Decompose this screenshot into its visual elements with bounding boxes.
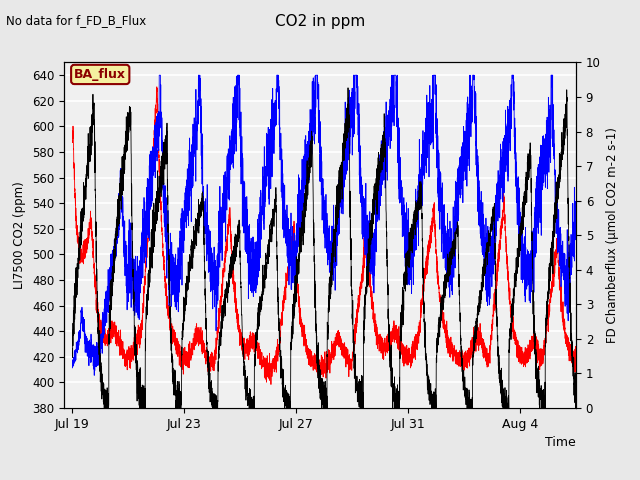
Y-axis label: LI7500 CO2 (ppm): LI7500 CO2 (ppm) [13, 181, 26, 289]
Text: CO2 in ppm: CO2 in ppm [275, 14, 365, 29]
X-axis label: Time: Time [545, 436, 576, 449]
Text: BA_flux: BA_flux [74, 68, 126, 81]
Y-axis label: FD Chamberflux (μmol CO2 m-2 s-1): FD Chamberflux (μmol CO2 m-2 s-1) [606, 127, 619, 343]
Text: No data for f_FD_B_Flux: No data for f_FD_B_Flux [6, 14, 147, 27]
